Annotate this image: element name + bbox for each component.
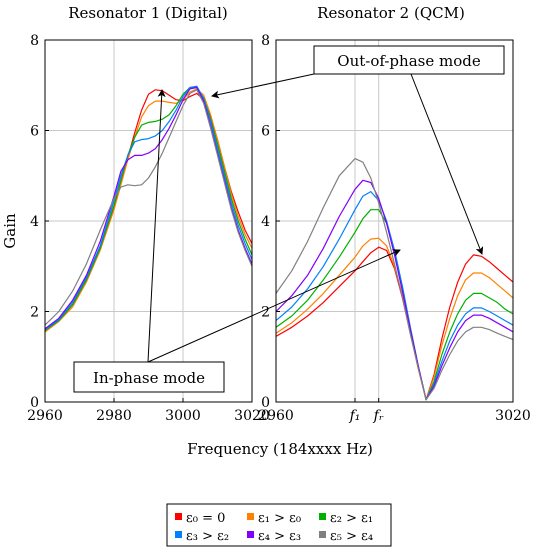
in-phase-label: In-phase mode bbox=[93, 369, 205, 387]
tick-label-y: 6 bbox=[30, 124, 39, 140]
panel-resonator-1: Resonator 1 (Digital) 2960 2980 3000 302002… bbox=[27, 4, 270, 424]
panel-title: Resonator 1 (Digital) bbox=[68, 4, 228, 22]
series-line-5 bbox=[44, 89, 253, 326]
out-of-phase-annotation: Out-of-phase mode bbox=[313, 45, 505, 75]
annotation-arrows bbox=[147, 73, 484, 363]
tick-label-y: 8 bbox=[30, 33, 39, 49]
series-group bbox=[44, 85, 253, 333]
legend-label: ε₁ > ε₀ bbox=[258, 511, 301, 526]
legend-frame bbox=[166, 503, 392, 547]
out-of-phase-arrow-right bbox=[410, 73, 484, 255]
tick-label-y: 6 bbox=[261, 124, 270, 140]
series-line-3 bbox=[44, 85, 253, 331]
tick-label-y: 4 bbox=[261, 214, 270, 230]
tick-label-y: 4 bbox=[30, 214, 39, 230]
series-line-1 bbox=[44, 88, 253, 333]
in-phase-arrow-right bbox=[147, 249, 401, 363]
tick-label-x: 3020 bbox=[495, 408, 531, 424]
tick-label-y: 0 bbox=[261, 395, 270, 411]
out-of-phase-arrow-left bbox=[211, 73, 315, 99]
panel-title: Resonator 2 (QCM) bbox=[317, 4, 465, 22]
tick-label-x: 3000 bbox=[165, 408, 201, 424]
legend: ε₀ = 0 ε₁ > ε₀ ε₂ > ε₁ ε₃ > ε₂ ε₄ > ε₃ ε₅ > ε… bbox=[166, 503, 392, 547]
grid bbox=[276, 40, 513, 402]
grid bbox=[45, 40, 252, 402]
legend-swatch bbox=[247, 531, 254, 538]
x-axis-label: Frequency (184xxxx Hz) bbox=[187, 440, 373, 458]
legend-label: ε₂ > ε₁ bbox=[330, 511, 373, 526]
series-line-0 bbox=[275, 246, 514, 401]
legend-label: ε₄ > ε₃ bbox=[258, 529, 301, 544]
legend-swatch bbox=[175, 513, 182, 520]
series-line-4 bbox=[44, 86, 253, 330]
tick-label-x: 2960 bbox=[27, 408, 63, 424]
legend-swatch bbox=[319, 513, 326, 520]
in-phase-arrow-left bbox=[147, 89, 166, 363]
tick-label-y: 0 bbox=[30, 395, 39, 411]
legend-swatch bbox=[247, 513, 254, 520]
y-axis-label: Gain bbox=[1, 213, 19, 249]
series-line-4 bbox=[275, 179, 514, 401]
panel-resonator-2: Resonator 2 (QCM) 2960 f₁ fᵣ 3020 0 2 4 6 8 bbox=[258, 4, 531, 424]
legend-label: ε₃ > ε₂ bbox=[186, 529, 229, 544]
series-line-2 bbox=[44, 86, 253, 331]
tick-label-x: fᵣ bbox=[373, 408, 384, 424]
series-group bbox=[275, 158, 514, 401]
out-of-phase-label: Out-of-phase mode bbox=[337, 52, 481, 70]
tick-label-x: f₁ bbox=[349, 408, 361, 424]
series-line-5 bbox=[275, 158, 514, 401]
tick-label-x: 3020 bbox=[234, 408, 270, 424]
legend-label: ε₀ = 0 bbox=[186, 511, 225, 526]
tick-label-y: 2 bbox=[261, 305, 270, 321]
tick-label-y: 8 bbox=[261, 33, 270, 49]
tick-label-y: 2 bbox=[30, 305, 39, 321]
legend-label: ε₅ > ε₄ bbox=[330, 529, 373, 544]
legend-swatch bbox=[319, 531, 326, 538]
in-phase-annotation: In-phase mode bbox=[73, 361, 225, 393]
ticks: 2960 f₁ fᵣ 3020 0 2 4 6 8 bbox=[258, 33, 531, 424]
legend-swatch bbox=[175, 531, 182, 538]
tick-label-x: 2980 bbox=[96, 408, 132, 424]
tick-label-x: 2960 bbox=[258, 408, 294, 424]
